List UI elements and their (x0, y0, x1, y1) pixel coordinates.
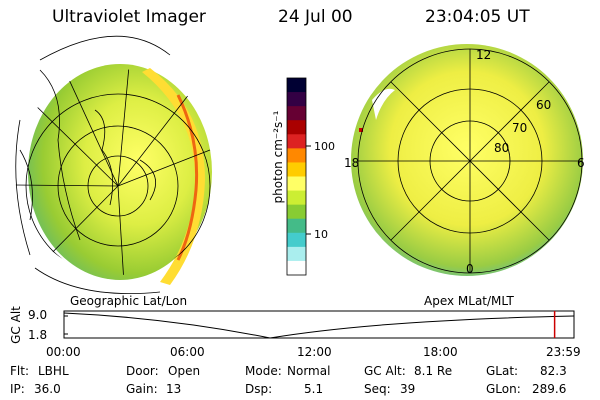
timeline-ytick-low: 1.8 (28, 328, 48, 342)
gain-value: 13 (166, 382, 182, 396)
mlt-label-0: 0 (466, 262, 474, 276)
door-label: Door: (126, 364, 159, 378)
glat-label: GLat: (486, 364, 519, 378)
timeline-xtick-1: 06:00 (170, 345, 205, 359)
orbit-timeline (63, 310, 575, 339)
glon-value: 289.6 (532, 382, 567, 396)
timeline-xtick-4: 23:59 (546, 345, 581, 359)
gcalt-label: GC Alt: (364, 364, 406, 378)
ip-value: 36.0 (34, 382, 61, 396)
colorbar-swatch (287, 148, 306, 163)
colorbar-swatch (287, 78, 306, 93)
right-emission-disk (351, 44, 583, 276)
colorbar-swatch (287, 190, 306, 206)
gain-label: Gain: (126, 382, 158, 396)
filter-label: Flt: (10, 364, 29, 378)
timeline-xtick-2: 12:00 (297, 345, 332, 359)
colorbar-tick-100: 100 (314, 140, 335, 153)
altitude-trace (63, 312, 575, 339)
mode-label: Mode: (245, 364, 282, 378)
geographic-panel (15, 35, 212, 294)
mlat-label-80: 80 (494, 141, 510, 155)
mlt-label-6: 6 (577, 156, 585, 170)
colorbar-swatch (287, 162, 306, 177)
dsp-label: Dsp: (245, 382, 273, 396)
apex-polar-panel (351, 44, 583, 276)
timeline-ylabel: GC Alt (9, 306, 23, 344)
timeline-xtick-0: 00:00 (46, 345, 81, 359)
ip-label: IP: (10, 382, 25, 396)
left-emission-disk (28, 64, 212, 280)
left-panel-label: Geographic Lat/Lon (70, 294, 188, 308)
colorbar-swatch (287, 106, 306, 121)
seq-value: 39 (400, 382, 416, 396)
auroral-arc (176, 94, 199, 261)
colorbar-swatch (287, 232, 306, 248)
colorbar-label: photon cm⁻²s⁻¹ (271, 110, 285, 204)
mode-value: Normal (287, 364, 331, 378)
colorbar-tick-10: 10 (314, 228, 328, 241)
colorbar-swatch (287, 204, 306, 220)
hot-pixel (359, 128, 363, 132)
timeline-ytick-high: 9.0 (28, 308, 48, 322)
glat-value: 82.3 (540, 364, 567, 378)
colorbar-swatch (287, 218, 306, 234)
dsp-value: 5.1 (304, 382, 324, 396)
timeline-xtick-3: 18:00 (423, 345, 458, 359)
door-value: Open (168, 364, 201, 378)
colorbar-swatch (287, 92, 306, 107)
date-readout: 24 Jul 00 (278, 7, 353, 27)
colorbar-swatch (287, 120, 306, 135)
gcalt-value: 8.1 Re (414, 364, 453, 378)
mlat-label-60: 60 (536, 98, 552, 112)
colorbar (287, 78, 306, 276)
seq-label: Seq: (364, 382, 391, 396)
glon-label: GLon: (486, 382, 521, 396)
right-panel-label: Apex MLat/MLT (424, 294, 514, 308)
mlt-label-18: 18 (344, 156, 360, 170)
time-readout: 23:04:05 UT (425, 7, 530, 27)
colorbar-swatch (287, 246, 306, 262)
mlt-label-12: 12 (476, 48, 492, 62)
colorbar-swatch (287, 134, 306, 149)
coastlines (19, 69, 157, 241)
colorbar-swatch (287, 260, 306, 276)
colorbar-swatch (287, 176, 306, 192)
app-title: Ultraviolet Imager (52, 7, 206, 27)
mlat-label-70: 70 (512, 121, 528, 135)
filter-value: LBHL (38, 364, 69, 378)
